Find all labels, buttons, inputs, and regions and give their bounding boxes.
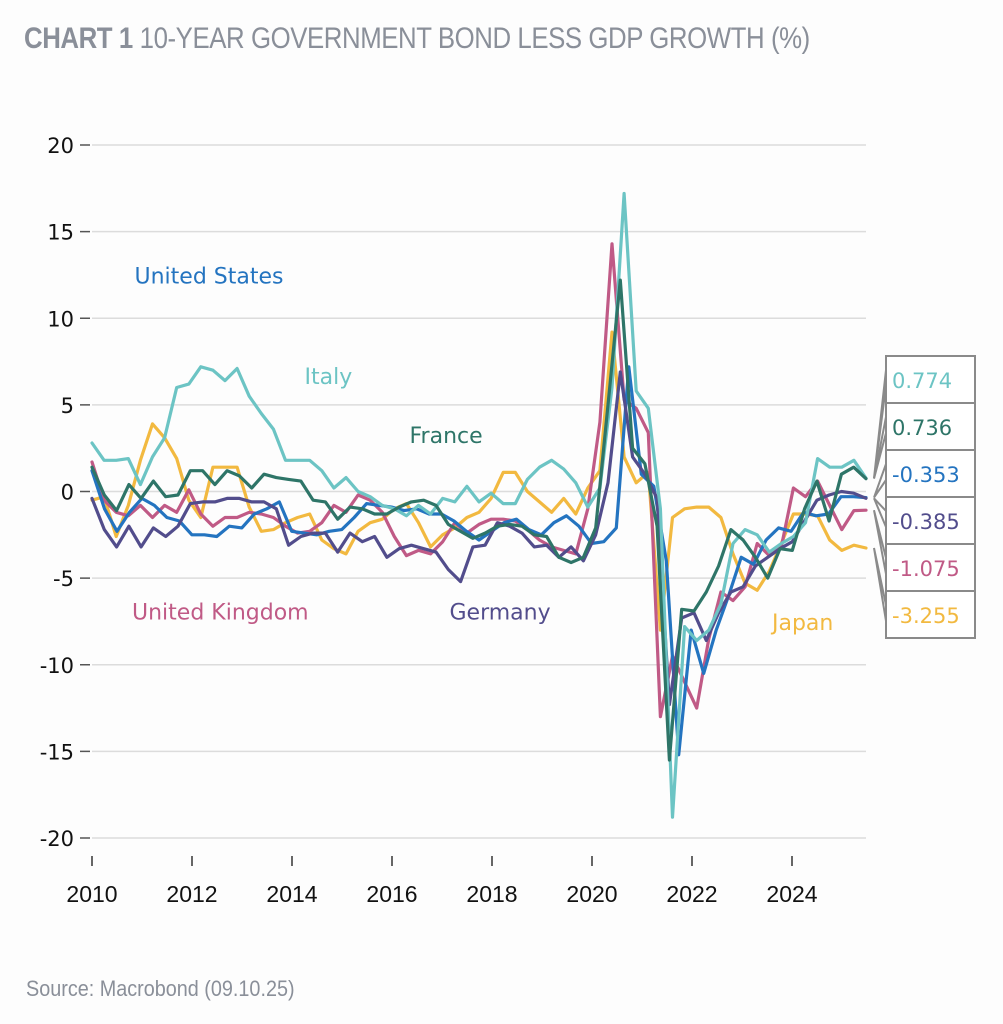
series-lines (90, 191, 868, 819)
end-value-box-italy: 0.774 (873, 355, 976, 479)
end-value-box-germany: -0.385 (873, 496, 976, 545)
end-value-text: -0.385 (892, 510, 960, 534)
series-line-germany (90, 370, 868, 707)
y-axis: 20 15 10 5 0 -5 -10 -15 -20 (40, 134, 90, 851)
x-axis: 2010 2012 2014 2016 2018 2020 2022 2024 (66, 856, 818, 907)
callout-pointer (873, 497, 887, 528)
x-tick-label: 2010 (66, 881, 117, 907)
end-value-box-united-states: -0.353 (873, 449, 976, 499)
source-note: Source: Macrobond (09.10.25) (26, 976, 295, 1001)
x-tick-label: 2018 (466, 881, 517, 907)
y-tick-label: 20 (47, 134, 74, 158)
callout-pointer (873, 509, 887, 575)
callout-pointer (873, 547, 887, 622)
end-value-text: -0.353 (892, 463, 960, 487)
y-tick-label: 0 (61, 481, 74, 505)
series-label-japan: Japan (770, 611, 833, 636)
end-value-box-united-kingdom: -1.075 (873, 509, 976, 592)
chart-number: CHART 1 (24, 22, 133, 55)
callout-pointer (873, 416, 887, 479)
end-value-frame (885, 355, 976, 404)
end-value-text: -1.075 (892, 557, 960, 581)
y-tick-label: 10 (47, 307, 74, 331)
end-value-text: 0.736 (892, 416, 952, 440)
y-tick-label: 15 (47, 221, 74, 245)
chart-title: CHART 1 10-YEAR GOVERNMENT BOND LESS GDP … (24, 22, 810, 56)
series-label-united-kingdom: United Kingdom (132, 601, 309, 626)
end-value-frame (885, 402, 976, 451)
series-label-france: France (410, 424, 483, 449)
end-value-frame (885, 543, 976, 592)
x-tick-label: 2016 (366, 881, 417, 907)
x-tick-label: 2024 (766, 881, 817, 907)
end-value-box-france: 0.736 (873, 402, 976, 479)
y-tick-label: -10 (40, 654, 74, 678)
end-value-box-japan: -3.255 (873, 547, 976, 639)
series-label-italy: Italy (305, 365, 353, 390)
series-line-italy (90, 191, 868, 819)
gridlines (92, 144, 866, 839)
series-line-japan (90, 330, 868, 632)
series-line-france (90, 278, 868, 762)
end-value-frame (885, 496, 976, 545)
x-tick-label: 2014 (266, 881, 317, 907)
end-value-frame (885, 590, 976, 639)
chart-title-text: 10-YEAR GOVERNMENT BOND LESS GDP GROWTH … (139, 22, 811, 55)
end-value-text: -3.255 (892, 604, 960, 628)
x-tick-label: 2022 (666, 881, 717, 907)
series-labels: United States Italy France United Kingdom Ge… (132, 265, 833, 636)
x-tick-label: 2020 (566, 881, 617, 907)
end-value-boxes: 0.774 0.736 -0.353 -0.385 -1.075 -3.255 (873, 355, 976, 639)
callout-pointer (873, 463, 887, 499)
y-tick-label: -20 (40, 827, 74, 851)
x-tick-label: 2012 (166, 881, 217, 907)
y-tick-label: -5 (53, 567, 74, 591)
end-value-text: 0.774 (892, 369, 952, 393)
series-label-germany: Germany (450, 601, 551, 626)
y-tick-label: -15 (40, 740, 74, 764)
series-line-united-kingdom (90, 242, 868, 719)
y-tick-label: 5 (61, 394, 74, 418)
series-line-united-states (90, 365, 868, 757)
series-label-united-states: United States (135, 265, 284, 290)
